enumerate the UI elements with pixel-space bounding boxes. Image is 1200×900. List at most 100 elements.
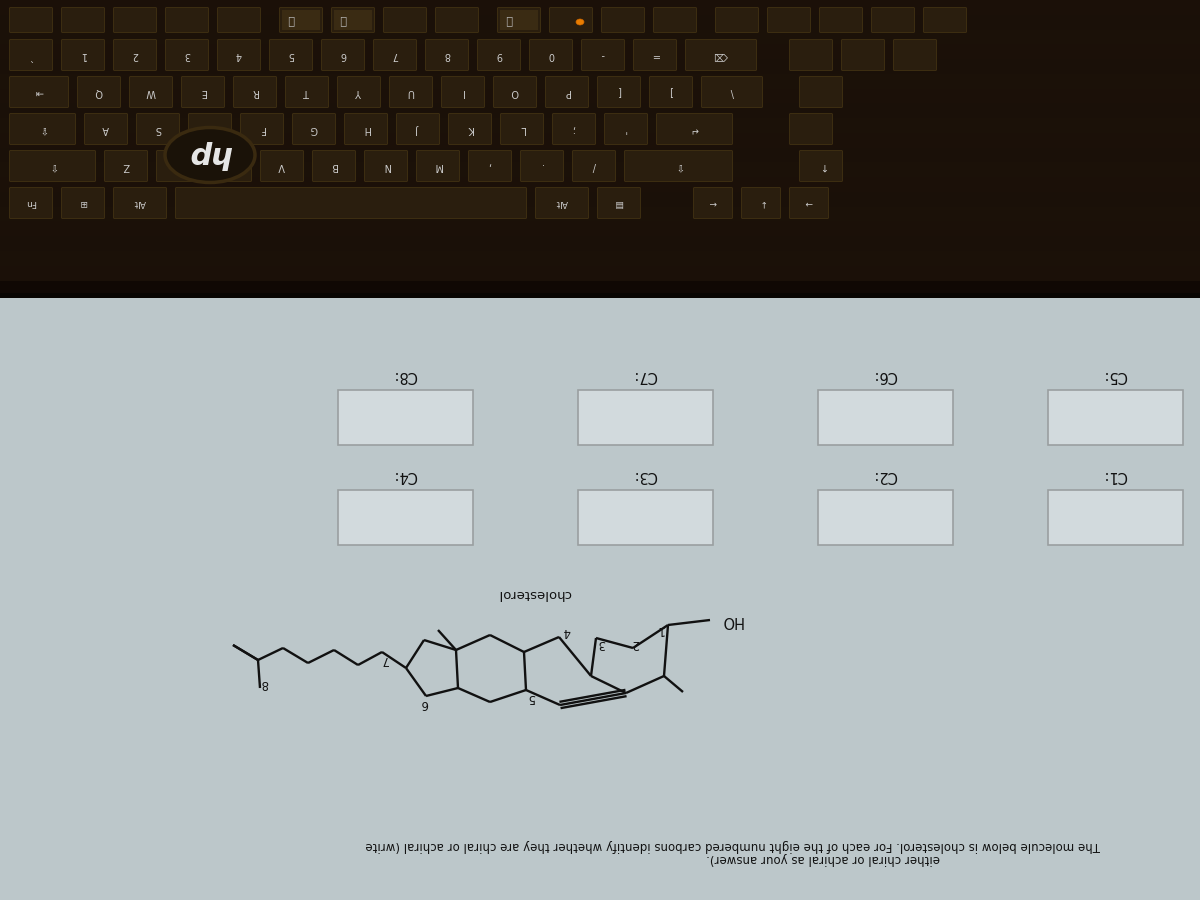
FancyBboxPatch shape [270,40,312,70]
FancyBboxPatch shape [598,187,641,219]
Text: D: D [206,124,214,134]
Bar [0,292,1200,298]
Bar [0,148,1200,162]
FancyBboxPatch shape [449,113,492,145]
Text: C7:: C7: [632,368,658,383]
FancyBboxPatch shape [535,187,588,219]
FancyBboxPatch shape [114,7,156,32]
Bar [0,266,1200,280]
Text: 0: 0 [548,50,554,60]
FancyBboxPatch shape [209,150,252,182]
Text: ⏭: ⏭ [505,15,512,25]
Text: W: W [146,87,156,97]
Bar [1048,490,1182,545]
Text: H: H [362,124,370,134]
Text: M: M [433,161,443,171]
FancyBboxPatch shape [10,113,76,145]
FancyBboxPatch shape [790,40,833,70]
FancyBboxPatch shape [841,40,884,70]
Bar [500,10,538,30]
Text: C6:: C6: [872,368,898,383]
FancyBboxPatch shape [373,40,416,70]
Text: 4: 4 [563,626,571,638]
FancyBboxPatch shape [61,7,104,32]
Text: ⊞: ⊞ [79,199,86,208]
FancyBboxPatch shape [384,7,426,32]
Bar [817,390,953,445]
FancyBboxPatch shape [114,187,167,219]
FancyBboxPatch shape [799,76,842,107]
Bar [334,10,372,30]
FancyBboxPatch shape [582,40,624,70]
Text: ⇪: ⇪ [38,124,47,134]
FancyBboxPatch shape [702,76,762,107]
Text: 7: 7 [380,653,388,667]
Text: V: V [278,161,286,171]
Text: ,: , [488,161,492,171]
Bar [817,490,953,545]
Text: [: [ [617,87,620,97]
Text: R: R [252,87,258,97]
Text: B: B [331,161,337,171]
Bar [0,74,1200,88]
FancyBboxPatch shape [331,7,374,32]
Text: K: K [467,124,473,134]
Text: HO: HO [720,613,743,627]
Text: /: / [593,161,595,171]
Text: C3:: C3: [632,468,658,483]
Text: \: \ [731,87,733,97]
FancyBboxPatch shape [156,150,199,182]
Bar [0,0,1200,14]
Text: .: . [540,161,544,171]
FancyBboxPatch shape [656,113,732,145]
FancyBboxPatch shape [426,40,468,70]
FancyBboxPatch shape [521,150,564,182]
FancyBboxPatch shape [104,150,148,182]
Text: 6: 6 [340,50,346,60]
FancyBboxPatch shape [137,113,180,145]
FancyBboxPatch shape [598,76,641,107]
Text: ⇥: ⇥ [35,87,43,97]
FancyBboxPatch shape [10,187,53,219]
Text: 3: 3 [184,50,190,60]
Text: 7: 7 [392,50,398,60]
Ellipse shape [166,128,256,183]
FancyBboxPatch shape [175,187,527,219]
FancyBboxPatch shape [240,113,283,145]
FancyBboxPatch shape [601,7,644,32]
Bar [0,30,1200,44]
Text: P: P [564,87,570,97]
FancyBboxPatch shape [293,113,336,145]
FancyBboxPatch shape [498,7,540,32]
Bar [282,10,320,30]
Text: 1: 1 [80,50,86,60]
FancyBboxPatch shape [820,7,863,32]
FancyBboxPatch shape [871,7,914,32]
FancyBboxPatch shape [894,40,936,70]
Bar [0,206,1200,221]
Text: E: E [200,87,206,97]
FancyBboxPatch shape [10,76,68,107]
Bar [0,236,1200,251]
Text: I: I [462,87,464,97]
Text: Alt: Alt [556,199,568,208]
FancyBboxPatch shape [396,113,439,145]
Text: The molecule below is cholesterol. For each of the eight numbered carbons identi: The molecule below is cholesterol. For e… [365,839,1100,852]
FancyBboxPatch shape [790,187,828,219]
Text: G: G [311,124,318,134]
Text: X: X [175,161,181,171]
Bar [0,251,1200,266]
Text: 5: 5 [527,691,535,705]
FancyBboxPatch shape [500,113,544,145]
Text: ↑: ↑ [817,161,826,171]
FancyBboxPatch shape [478,40,521,70]
FancyBboxPatch shape [790,113,833,145]
FancyBboxPatch shape [10,7,53,32]
Bar [0,280,1200,295]
Bar [1048,390,1182,445]
Text: 1: 1 [656,624,664,636]
FancyBboxPatch shape [572,150,616,182]
Bar [0,132,1200,148]
Text: -: - [601,50,605,60]
Text: T: T [304,87,310,97]
